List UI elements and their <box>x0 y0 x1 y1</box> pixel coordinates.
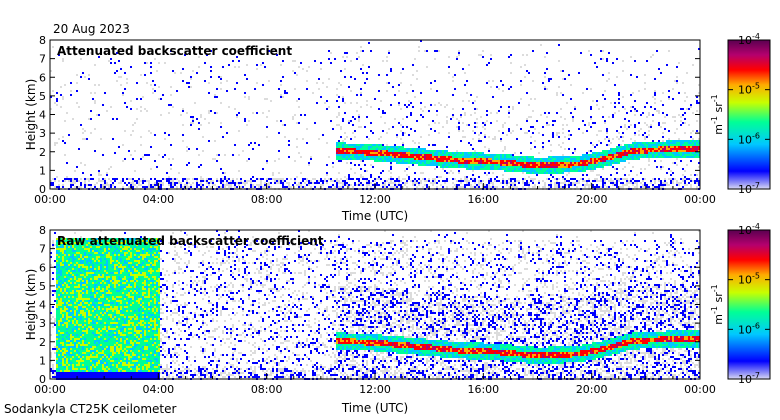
y-tick-label: 4 <box>39 109 46 122</box>
y-tick-label: 3 <box>39 317 46 330</box>
colorbar-ticks: 10-4 10-5 10-6 10-7 <box>728 32 770 196</box>
x-tick-label: 12:00 <box>359 383 391 396</box>
colorbar-tick-label: 10-5 <box>738 272 760 287</box>
y-tick-label: 0 <box>39 373 46 386</box>
colorbar-tick-label: 10-5 <box>738 82 760 97</box>
x-tick-label: 12:00 <box>359 193 391 206</box>
colorbar-ticks: 10-4 10-5 10-6 10-7 <box>728 222 770 386</box>
y-tick-label: 5 <box>39 90 46 103</box>
colorbar-gradient <box>727 39 771 190</box>
x-tick-label: 04:00 <box>142 383 174 396</box>
colorbar: 10-4 10-5 10-6 10-7 m-1 sr-1 <box>710 222 771 386</box>
y-tick-label: 1 <box>39 354 46 367</box>
x-tick-label: 08:00 <box>251 193 283 206</box>
y-axis-label: Height (km) <box>24 269 38 340</box>
x-axis-label: Time (UTC) <box>341 401 408 415</box>
colorbar-tick-label: 10-6 <box>738 321 760 336</box>
x-tick-label: 00:00 <box>34 383 66 396</box>
colorbar-tick-label: 10-7 <box>738 371 760 386</box>
y-tick-label: 6 <box>39 71 46 84</box>
y-axis: 0 1 2 3 4 5 6 7 8 <box>39 34 700 196</box>
colorbar-gradient <box>727 229 771 380</box>
date-label: 20 Aug 2023 <box>53 22 130 36</box>
y-tick-label: 7 <box>39 53 46 66</box>
colorbar-unit: m-1 sr-1 <box>710 284 725 324</box>
y-tick-label: 2 <box>39 336 46 349</box>
panel-attenuated: Attenuated backscatter coefficient 0 1 2 3 4… <box>24 32 771 223</box>
colorbar-tick-label: 10-4 <box>738 32 760 47</box>
y-tick-label: 8 <box>39 224 46 237</box>
y-tick-label: 6 <box>39 261 46 274</box>
x-tick-label: 16:00 <box>467 193 499 206</box>
y-tick-label: 1 <box>39 164 46 177</box>
plot-area <box>50 40 700 190</box>
x-axis: 00:00 04:00 08:00 12:00 16:00 20:00 00:00 <box>34 183 716 206</box>
x-tick-label: 20:00 <box>576 193 608 206</box>
x-tick-label: 00:00 <box>684 383 716 396</box>
y-tick-label: 7 <box>39 243 46 256</box>
colorbar-tick-label: 10-4 <box>738 222 760 237</box>
colorbar-tick-label: 10-6 <box>738 131 760 146</box>
y-tick-label: 8 <box>39 34 46 47</box>
x-tick-label: 04:00 <box>142 193 174 206</box>
y-tick-label: 5 <box>39 280 46 293</box>
y-axis: 0 1 2 3 4 5 6 7 8 <box>39 224 700 386</box>
chart-title: Attenuated backscatter coefficient <box>57 44 292 58</box>
x-tick-label: 08:00 <box>251 383 283 396</box>
chart-title: Raw attenuated backscatter coefficient <box>57 234 324 248</box>
x-tick-label: 00:00 <box>684 193 716 206</box>
y-tick-label: 2 <box>39 146 46 159</box>
y-tick-label: 3 <box>39 127 46 140</box>
x-axis-label: Time (UTC) <box>341 209 408 223</box>
colorbar-tick-label: 10-7 <box>738 181 760 196</box>
colorbar: 10-4 10-5 10-6 10-7 m-1 sr-1 <box>710 32 771 196</box>
x-tick-label: 20:00 <box>576 383 608 396</box>
y-tick-label: 0 <box>39 183 46 196</box>
x-axis: 00:00 04:00 08:00 12:00 16:00 20:00 00:00 <box>34 373 716 396</box>
y-axis-label: Height (km) <box>24 79 38 150</box>
x-tick-label: 16:00 <box>467 383 499 396</box>
plot-area <box>50 230 700 380</box>
footer-label: Sodankyla CT25K ceilometer <box>4 402 176 416</box>
x-tick-label: 00:00 <box>34 193 66 206</box>
colorbar-unit: m-1 sr-1 <box>710 94 725 134</box>
panel-raw: Raw attenuated backscatter coefficient 0… <box>24 222 771 415</box>
y-tick-label: 4 <box>39 299 46 312</box>
